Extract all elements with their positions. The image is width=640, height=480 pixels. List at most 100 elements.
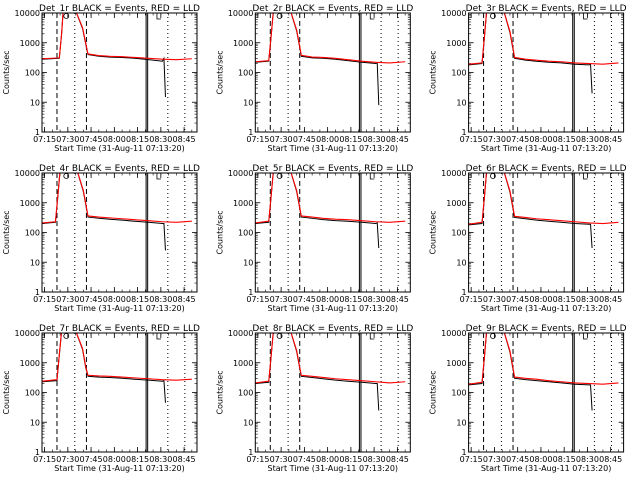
x-tick-label: 07:15 bbox=[246, 135, 269, 144]
y-axis-label: Counts/sec bbox=[215, 50, 224, 94]
x-tick-label: 07:45 bbox=[506, 295, 529, 304]
y-tick-label: 1 bbox=[35, 288, 40, 297]
series-lld-line bbox=[255, 333, 406, 384]
x-tick-label: 08:00 bbox=[103, 455, 126, 464]
x-tick-label: 08:45 bbox=[173, 135, 196, 144]
x-tick-label: 07:30 bbox=[270, 455, 293, 464]
x-tick-label: 07:15 bbox=[33, 295, 56, 304]
x-tick-label: 08:15 bbox=[126, 455, 149, 464]
chart-panel: Det_1r BLACK = Events, RED = LLD Counts/s… bbox=[2, 4, 200, 153]
x-tick-label: 08:45 bbox=[386, 295, 409, 304]
plot-area bbox=[255, 13, 406, 106]
chart-title: Det_3r BLACK = Events, RED = LLD bbox=[466, 4, 627, 14]
plot-frame bbox=[468, 12, 625, 133]
series-lld-line bbox=[42, 173, 192, 224]
y-tick-label: 1000 bbox=[446, 39, 466, 48]
y-axis-label: Counts/sec bbox=[2, 210, 11, 254]
x-axis-label: Start Time (31-Aug-11 07:13:20) bbox=[268, 464, 399, 473]
x-tick-label: 07:30 bbox=[270, 295, 293, 304]
x-tick-label: 07:45 bbox=[506, 135, 529, 144]
y-tick-label: 1 bbox=[462, 288, 467, 297]
x-tick-label: 07:45 bbox=[506, 455, 529, 464]
chart-title: Det_9r BLACK = Events, RED = LLD bbox=[466, 324, 627, 334]
plot-area bbox=[468, 173, 619, 249]
plot-frame bbox=[468, 172, 625, 293]
y-tick-label: 10 bbox=[243, 258, 253, 267]
x-tick-label: 08:00 bbox=[529, 295, 552, 304]
plot-area bbox=[255, 173, 406, 249]
y-tick-label: 100 bbox=[451, 389, 466, 398]
y-axis-label: Counts/sec bbox=[2, 370, 11, 414]
y-tick-label: 10 bbox=[243, 98, 253, 107]
y-tick-label: 10 bbox=[30, 258, 40, 267]
x-axis-label: Start Time (31-Aug-11 07:13:20) bbox=[481, 464, 611, 473]
x-tick-label: 07:30 bbox=[483, 295, 506, 304]
y-axis-label: Counts/sec bbox=[215, 210, 224, 254]
y-tick-label: 100 bbox=[238, 229, 253, 238]
x-tick-label: 08:45 bbox=[599, 455, 622, 464]
plot-frame bbox=[254, 332, 411, 453]
x-tick-label: 08:30 bbox=[363, 295, 386, 304]
y-tick-label: 10 bbox=[456, 418, 466, 427]
x-tick-label: 07:30 bbox=[56, 455, 79, 464]
marker-corner bbox=[583, 13, 588, 20]
plot-area bbox=[468, 333, 619, 411]
y-tick-label: 1 bbox=[248, 128, 253, 137]
y-axis-label: Counts/sec bbox=[2, 50, 11, 94]
y-tick-label: 1000 bbox=[20, 199, 40, 208]
chart-title: Det_2r BLACK = Events, RED = LLD bbox=[252, 4, 413, 14]
plot-frame bbox=[468, 332, 625, 453]
y-tick-label: 1 bbox=[248, 288, 253, 297]
y-tick-label: 1 bbox=[35, 448, 40, 457]
marker-corner bbox=[369, 13, 375, 20]
x-tick-label: 08:15 bbox=[126, 295, 149, 304]
x-tick-label: 08:45 bbox=[173, 295, 196, 304]
y-tick-label: 1000 bbox=[233, 359, 253, 368]
x-tick-label: 08:30 bbox=[576, 135, 599, 144]
x-axis-label: Start Time (31-Aug-11 07:13:20) bbox=[268, 144, 399, 153]
marker-corner bbox=[156, 333, 161, 340]
chart-title: Det_5r BLACK = Events, RED = LLD bbox=[252, 164, 413, 174]
x-tick-label: 08:30 bbox=[149, 295, 172, 304]
y-tick-label: 10000 bbox=[228, 9, 253, 18]
x-tick-label: 08:45 bbox=[386, 135, 409, 144]
x-tick-label: 07:45 bbox=[293, 455, 316, 464]
chart-title: Det_1r BLACK = Events, RED = LLD bbox=[39, 4, 200, 14]
x-tick-label: 08:15 bbox=[339, 135, 362, 144]
y-tick-label: 1000 bbox=[20, 359, 40, 368]
series-lld-line bbox=[42, 333, 192, 382]
y-tick-label: 100 bbox=[238, 69, 253, 78]
x-axis-label: Start Time (31-Aug-11 07:13:20) bbox=[54, 304, 185, 313]
plot-frame bbox=[254, 12, 411, 133]
y-axis-label: Counts/sec bbox=[429, 370, 438, 414]
x-tick-label: 08:00 bbox=[529, 455, 552, 464]
x-tick-label: 07:15 bbox=[460, 295, 483, 304]
x-axis-label: Start Time (31-Aug-11 07:13:20) bbox=[54, 144, 185, 153]
plot-area bbox=[42, 173, 192, 251]
chart-panel: Det_2r BLACK = Events, RED = LLD Counts/s… bbox=[215, 4, 413, 153]
plot-frame bbox=[41, 332, 198, 453]
x-tick-label: 08:30 bbox=[149, 135, 172, 144]
y-tick-label: 10000 bbox=[15, 9, 40, 18]
x-tick-label: 07:30 bbox=[270, 135, 293, 144]
y-tick-label: 10000 bbox=[228, 169, 253, 178]
x-tick-label: 07:15 bbox=[33, 135, 56, 144]
y-tick-label: 10000 bbox=[15, 169, 40, 178]
x-tick-label: 07:15 bbox=[460, 135, 483, 144]
y-tick-label: 10 bbox=[243, 418, 253, 427]
series-lld-line bbox=[468, 13, 619, 65]
y-axis-label: Counts/sec bbox=[429, 50, 438, 94]
y-tick-label: 100 bbox=[451, 229, 466, 238]
y-tick-label: 10000 bbox=[441, 9, 466, 18]
series-events-line bbox=[468, 173, 593, 249]
y-tick-label: 1000 bbox=[233, 39, 253, 48]
chart-panel: Det_5r BLACK = Events, RED = LLD Counts/s… bbox=[215, 164, 413, 313]
chart-title: Det_7r BLACK = Events, RED = LLD bbox=[39, 324, 200, 334]
x-tick-label: 07:15 bbox=[33, 455, 56, 464]
y-axis-label: Counts/sec bbox=[429, 210, 438, 254]
y-tick-label: 10 bbox=[30, 418, 40, 427]
marker-corner bbox=[156, 13, 161, 20]
y-tick-label: 10 bbox=[456, 98, 466, 107]
series-events-line bbox=[255, 333, 380, 411]
x-tick-label: 07:15 bbox=[460, 455, 483, 464]
